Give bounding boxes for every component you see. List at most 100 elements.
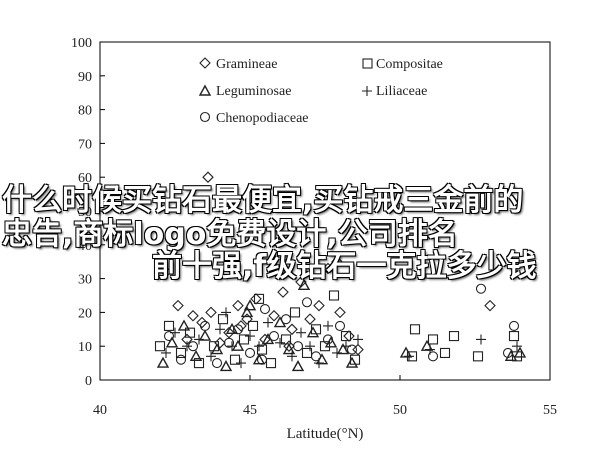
point-gramineae bbox=[277, 286, 289, 298]
y-axis: 0 10 20 30 40 50 60 70 80 90 100 bbox=[71, 36, 105, 389]
point-gramineae bbox=[283, 340, 295, 352]
legend-label-chenopodiaceae: Chenopodiaceae bbox=[216, 111, 309, 126]
point-liliaceae bbox=[512, 341, 522, 352]
point-compositae bbox=[448, 331, 460, 342]
point-leguminosae bbox=[306, 326, 320, 338]
point-gramineae bbox=[241, 313, 253, 325]
point-leguminosae bbox=[282, 343, 296, 355]
point-gramineae bbox=[334, 306, 346, 319]
point-chenopodiaceae bbox=[310, 351, 322, 362]
point-chenopodiaceae bbox=[163, 331, 175, 342]
point-chenopodiaceae bbox=[301, 297, 313, 308]
x-tick-label: 55 bbox=[543, 403, 557, 418]
y-tick-label: 70 bbox=[78, 137, 92, 152]
point-compositae bbox=[238, 334, 250, 345]
point-gramineae bbox=[223, 326, 235, 339]
point-gramineae bbox=[205, 306, 217, 319]
point-leguminosae bbox=[198, 329, 212, 341]
point-compositae bbox=[409, 324, 421, 335]
y-tick-label: 90 bbox=[78, 70, 92, 85]
point-chenopodiaceae bbox=[244, 347, 256, 359]
point-chenopodiaceae bbox=[280, 314, 292, 325]
point-compositae bbox=[427, 334, 439, 345]
point-liliaceae bbox=[206, 351, 216, 362]
point-compositae bbox=[301, 347, 313, 359]
point-chenopodiaceae bbox=[508, 320, 520, 331]
point-chenopodiaceae bbox=[268, 331, 280, 342]
point-liliaceae bbox=[245, 331, 255, 342]
point-compositae bbox=[508, 331, 520, 342]
point-gramineae bbox=[196, 316, 208, 329]
point-leguminosae bbox=[291, 360, 305, 372]
point-leguminosae bbox=[219, 360, 233, 372]
point-leguminosae bbox=[225, 322, 239, 334]
x-tick-label: 50 bbox=[393, 403, 407, 418]
legend-marker-triangle bbox=[198, 84, 212, 96]
y-tick-label: 80 bbox=[78, 104, 92, 119]
point-liliaceae bbox=[275, 337, 285, 348]
point-chenopodiaceae bbox=[187, 341, 199, 352]
legend-item-chenopodiaceae: Chenopodiaceae bbox=[199, 111, 309, 126]
point-compositae bbox=[175, 347, 187, 359]
point-liliaceae bbox=[263, 317, 273, 328]
point-leguminosae bbox=[210, 343, 224, 355]
point-compositae bbox=[163, 320, 175, 331]
point-gramineae bbox=[352, 343, 364, 356]
legend-label-leguminosae: Leguminosae bbox=[216, 84, 291, 99]
point-compositae bbox=[289, 307, 301, 318]
point-liliaceae bbox=[404, 351, 414, 362]
point-liliaceae bbox=[476, 334, 486, 345]
legend-item-gramineae: Gramineae bbox=[199, 57, 277, 72]
point-liliaceae bbox=[305, 341, 315, 352]
point-chenopodiaceae bbox=[475, 283, 487, 294]
legend-label-compositae: Compositae bbox=[376, 57, 443, 72]
point-compositae bbox=[229, 354, 241, 365]
point-gramineae bbox=[259, 333, 271, 346]
point-liliaceae bbox=[353, 334, 363, 345]
x-tick-label: 45 bbox=[243, 403, 257, 418]
point-liliaceae bbox=[236, 358, 246, 369]
point-liliaceae bbox=[323, 320, 333, 331]
point-chenopodiaceae bbox=[334, 320, 346, 331]
legend-marker-square bbox=[362, 58, 373, 69]
point-leguminosae bbox=[177, 319, 191, 331]
point-gramineae bbox=[484, 299, 496, 312]
y-tick-label: 30 bbox=[78, 273, 92, 288]
overlay-caption-line-3: 前十强,f级钻石一克拉多少钱 bbox=[152, 249, 537, 284]
point-chenopodiaceae bbox=[211, 358, 223, 369]
point-liliaceae bbox=[182, 341, 192, 352]
point-compositae bbox=[280, 334, 292, 345]
point-gramineae bbox=[304, 313, 316, 325]
legend-item-liliaceae: Liliaceae bbox=[362, 84, 427, 99]
point-gramineae bbox=[322, 262, 334, 275]
point-gramineae bbox=[235, 320, 247, 332]
point-chenopodiaceae bbox=[232, 324, 244, 335]
y-tick-label: 100 bbox=[71, 36, 92, 51]
point-liliaceae bbox=[194, 334, 204, 345]
point-leguminosae bbox=[297, 278, 311, 291]
plot-area bbox=[99, 41, 551, 381]
point-leguminosae bbox=[324, 336, 338, 348]
point-chenopodiaceae bbox=[259, 303, 271, 315]
point-compositae bbox=[328, 290, 340, 301]
legend-marker-plus bbox=[362, 86, 372, 96]
legend-label-gramineae: Gramineae bbox=[216, 57, 277, 72]
legend-marker-circle bbox=[199, 111, 211, 123]
point-gramineae bbox=[202, 171, 214, 183]
point-chenopodiaceae bbox=[502, 347, 514, 359]
y-tick-label: 0 bbox=[85, 374, 92, 389]
point-gramineae bbox=[268, 310, 280, 322]
point-gramineae bbox=[187, 310, 199, 322]
point-liliaceae bbox=[254, 341, 264, 352]
point-compositae bbox=[265, 358, 277, 369]
point-gramineae bbox=[313, 299, 325, 312]
point-compositae bbox=[340, 331, 352, 342]
point-liliaceae bbox=[215, 324, 225, 335]
point-leguminosae bbox=[240, 305, 254, 318]
point-chenopodiaceae bbox=[256, 354, 268, 365]
point-chenopodiaceae bbox=[223, 337, 235, 348]
point-compositae bbox=[247, 320, 259, 331]
point-chenopodiaceae bbox=[322, 334, 334, 345]
point-leguminosae bbox=[345, 356, 359, 368]
